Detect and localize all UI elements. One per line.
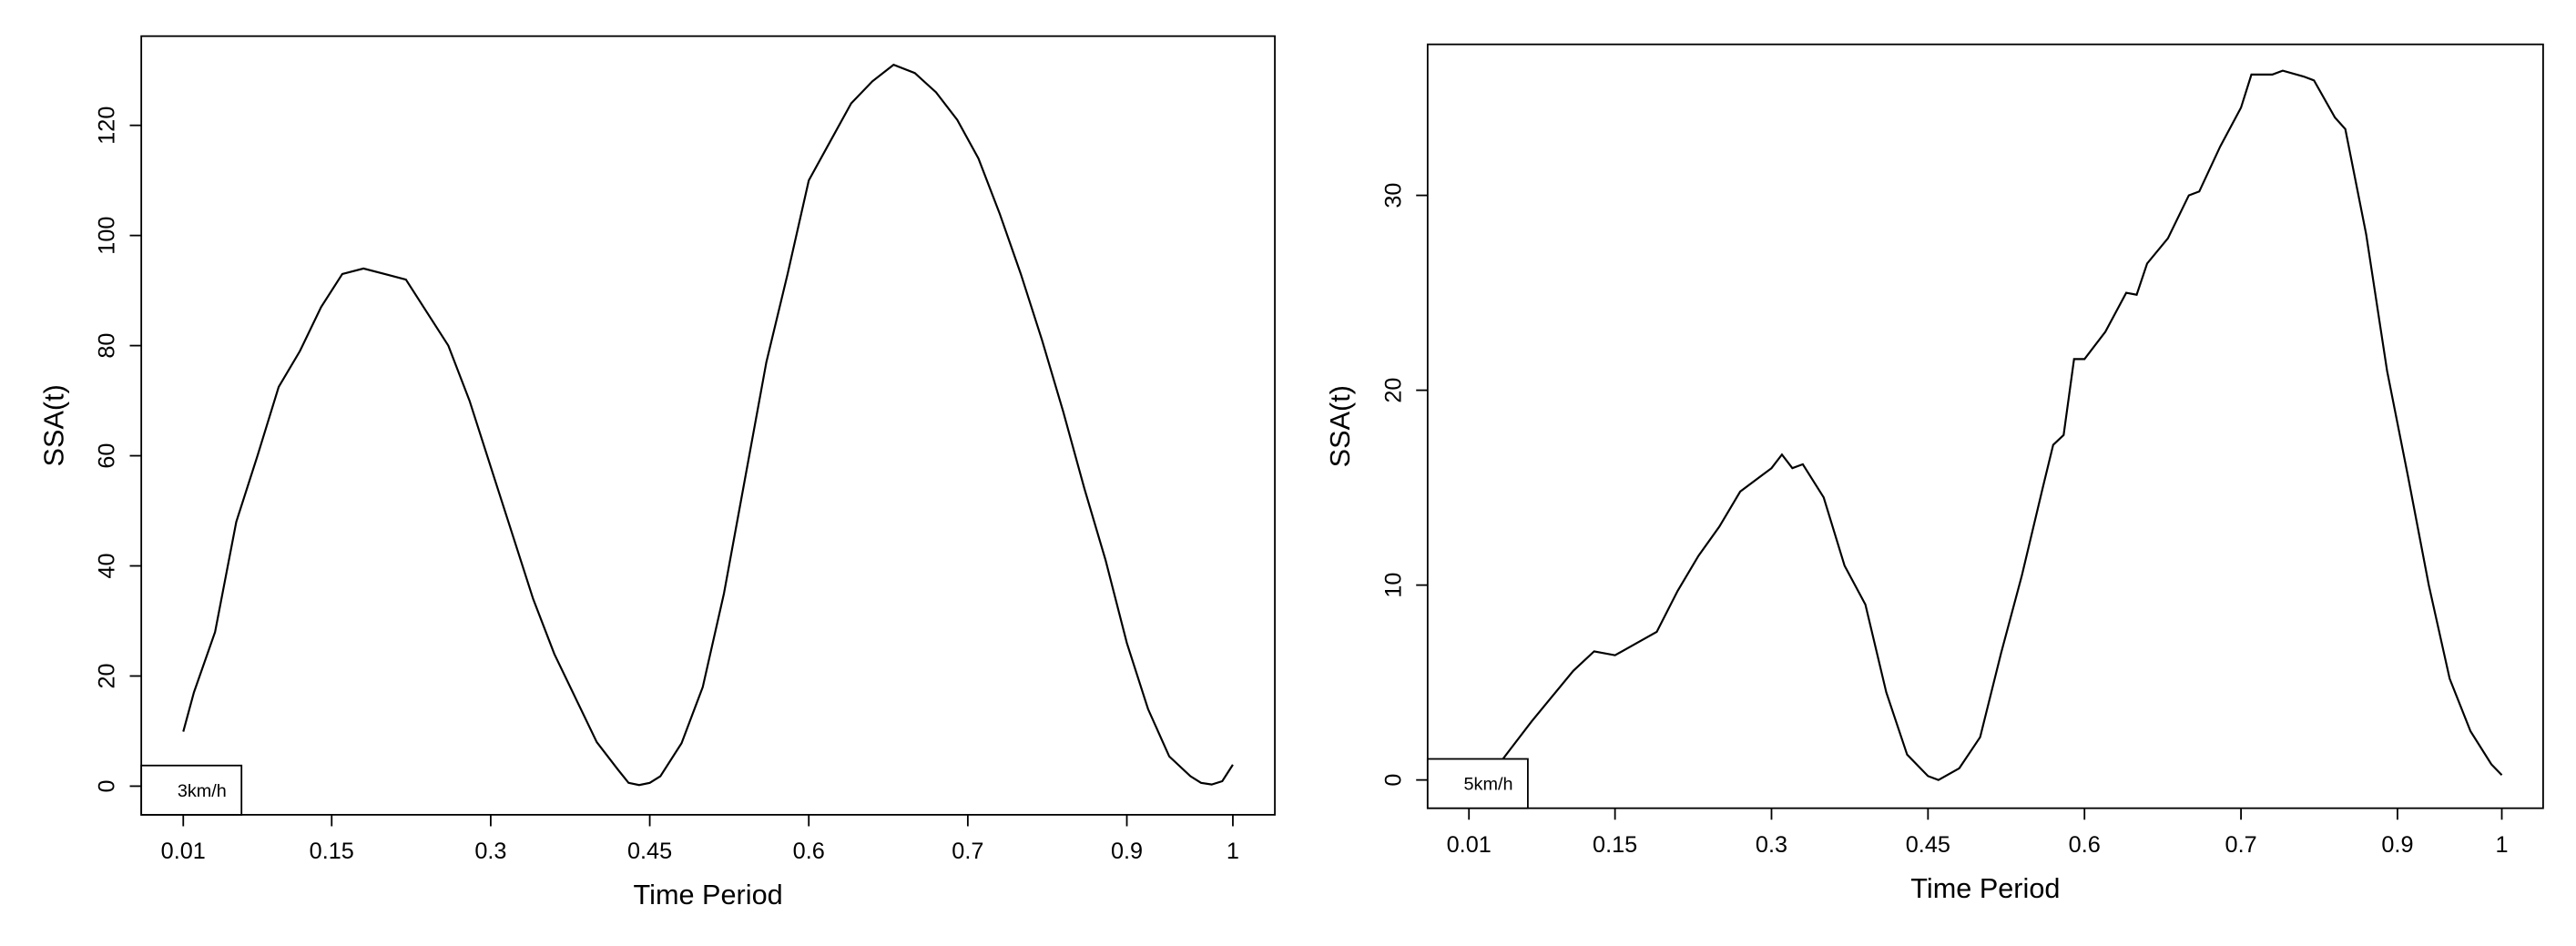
x-tick-label: 1 <box>2496 832 2509 858</box>
y-tick-label: 10 <box>1380 573 1406 598</box>
series-line <box>182 63 1234 787</box>
x-axis-label: Time Period <box>1910 873 2060 904</box>
x-tick-label: 0.6 <box>793 839 825 864</box>
plot-frame <box>1426 43 2544 809</box>
y-tick-label: 40 <box>95 553 120 578</box>
y-tick-label: 80 <box>95 333 120 359</box>
y-tick-label: 0 <box>1380 774 1406 787</box>
series-line <box>1468 69 2503 781</box>
legend-box <box>1426 758 1529 809</box>
x-tick-label: 0.01 <box>1447 832 1492 858</box>
x-tick-label: 0.7 <box>2225 832 2257 858</box>
legend-label: 3km/h <box>178 781 227 801</box>
x-tick-label: 0.15 <box>310 839 354 864</box>
y-tick-label: 100 <box>95 217 120 255</box>
x-tick-label: 0.3 <box>474 839 506 864</box>
y-tick-label: 20 <box>1380 378 1406 403</box>
x-tick-label: 0.9 <box>2381 832 2413 858</box>
legend-box <box>140 764 243 816</box>
x-tick-label: 0.3 <box>1756 832 1787 858</box>
x-tick-label: 0.01 <box>161 839 206 864</box>
x-tick-label: 0.6 <box>2069 832 2101 858</box>
y-tick-label: 20 <box>95 663 120 688</box>
y-tick-label: 0 <box>95 779 120 792</box>
x-tick-label: 0.7 <box>952 839 983 864</box>
y-axis-label: SSA(t) <box>1325 385 1356 467</box>
plot-frame <box>140 35 1276 816</box>
x-tick-label: 0.45 <box>1906 832 1950 858</box>
y-tick-label: 120 <box>95 107 120 145</box>
y-axis-label: SSA(t) <box>38 384 69 466</box>
x-tick-label: 1 <box>1227 839 1239 864</box>
x-axis-label: Time Period <box>634 880 783 910</box>
y-tick-label: 30 <box>1380 183 1406 209</box>
legend-label: 5km/h <box>1464 775 1513 795</box>
x-tick-label: 0.15 <box>1593 832 1637 858</box>
x-tick-label: 0.45 <box>627 839 672 864</box>
x-tick-label: 0.9 <box>1111 839 1143 864</box>
y-tick-label: 60 <box>95 443 120 469</box>
